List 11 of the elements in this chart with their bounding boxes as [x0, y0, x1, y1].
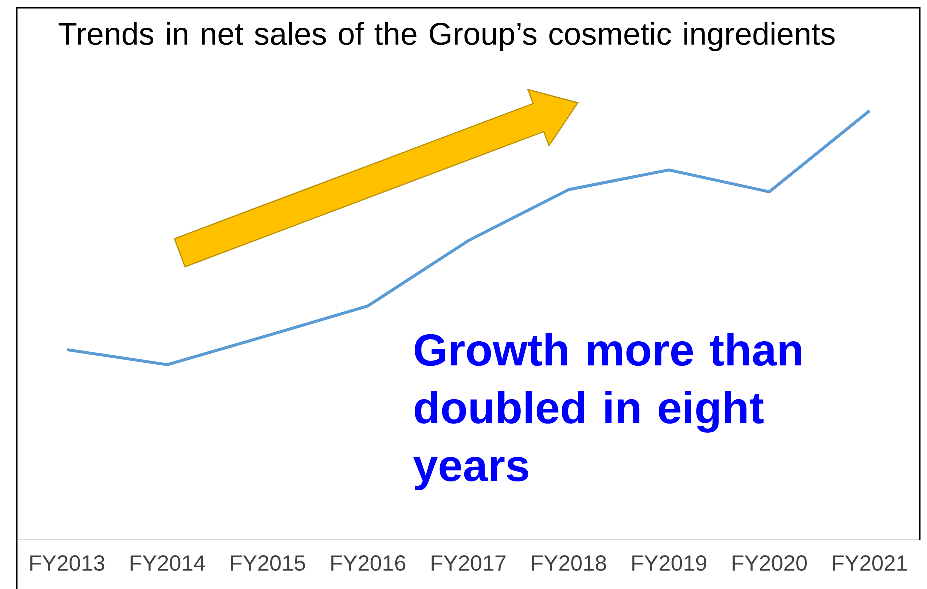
chart-title: Trends in net sales of the Group’s cosmetic ingredients [58, 22, 835, 52]
x-tick-label: FY2020 [732, 556, 808, 572]
x-tick-label: FY2018 [532, 556, 606, 572]
x-tick-label: FY2021 [833, 556, 908, 572]
x-tick-label: FY2017 [432, 556, 506, 572]
x-tick-label: FY2016 [332, 556, 406, 572]
x-tick-label: FY2019 [632, 556, 707, 572]
x-tick-label: FY2015 [231, 556, 306, 572]
x-tick-label: FY2013 [30, 556, 105, 572]
annotation: Growth more than doubled in eight years [414, 333, 802, 491]
x-tick-label: FY2014 [130, 556, 206, 572]
